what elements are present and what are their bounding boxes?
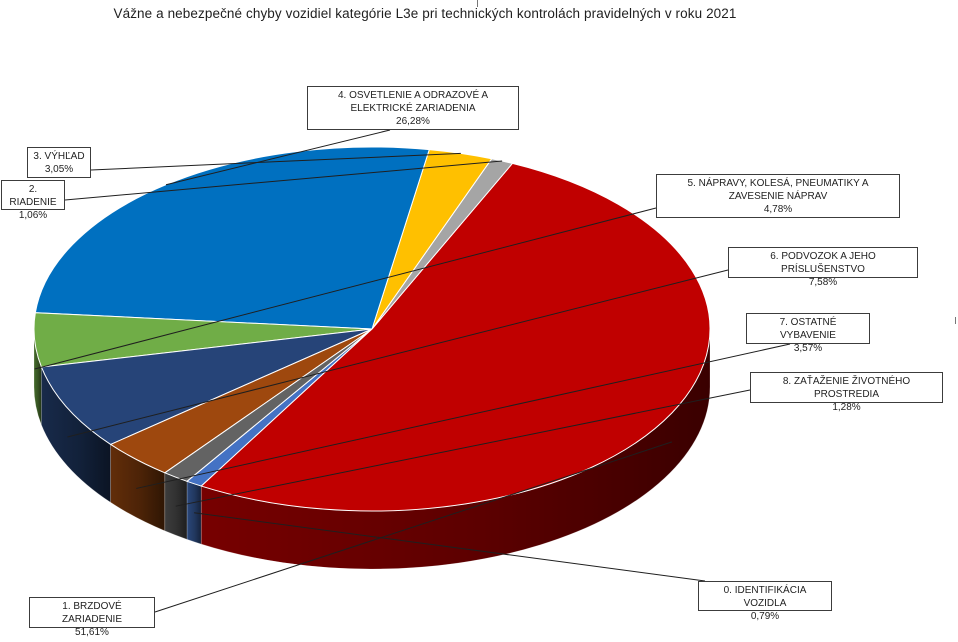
chart-title: Vážne a nebezpečné chyby vozidiel kategó…	[113, 6, 737, 21]
edge-tick	[477, 0, 478, 7]
leader-line-7-ostatne-vybavenie	[136, 343, 791, 489]
leader-line-5-napravy-kolesa-pneumatiky-a-zavesenie-naprav	[34, 207, 657, 370]
callout-osvetlenie: 4. OSVETLENIE A ODRAZOVÉ A ELEKTRICKÉ ZA…	[307, 86, 519, 130]
slice-value: 0,79%	[750, 611, 780, 622]
slice-value: 3,57%	[793, 343, 823, 354]
leader-line-4-osvetlenie-a-odrazove-a-elektricke-zariadenia	[165, 129, 391, 186]
leader-line-1-brzdove-zariadenie	[154, 441, 673, 613]
leader-line-2-riadenie	[64, 160, 503, 201]
slice-8-zatazenie-zivotneho-prostredia	[163, 328, 373, 482]
leader-line-3-vyhlad	[90, 152, 461, 171]
slice-value: 4,78%	[763, 204, 793, 215]
callout-zatazenie: 8. ZAŤAŽENIE ŽIVOTNÉHO PROSTREDIA 1,28%	[750, 372, 943, 413]
slice-label: 8. ZAŤAŽENIE ŽIVOTNÉHO PROSTREDIA	[782, 376, 911, 400]
slice-label: 0. IDENTIFIKÁCIA VOZIDLA	[723, 585, 807, 609]
slice-value: 7,58%	[808, 277, 838, 288]
slice-label: 3. VÝHĽAD	[33, 151, 85, 162]
slice-label: 4. OSVETLENIE A ODRAZOVÉ A ELEKTRICKÉ ZA…	[337, 90, 489, 114]
slice-value: 1,06%	[18, 210, 48, 221]
callout-ostatne-vybavenie: 7. OSTATNÉ VYBAVENIE 3,57%	[746, 313, 870, 354]
callout-vyhlad: 3. VÝHĽAD 3,05%	[27, 147, 91, 178]
slice-label: 1. BRZDOVÉ ZARIADENIE	[61, 601, 122, 625]
leader-line-8-zatazenie-zivotneho-prostredia	[175, 389, 751, 507]
slice-4-osvetlenie-a-odrazove-a-elektricke-zariadenia	[34, 146, 430, 330]
slice-value: 1,28%	[832, 402, 861, 413]
slice-value: 26,28%	[396, 116, 430, 127]
leader-lines	[34, 129, 791, 613]
leader-line-6-podvozok-a-jeho-prislusenstvo	[67, 269, 729, 438]
slice-value: 3,05%	[44, 164, 74, 175]
slice-value: 51,61%	[75, 627, 109, 638]
slice-label: 2. RIADENIE	[9, 184, 57, 208]
callout-riadenie: 2. RIADENIE 1,06%	[1, 180, 65, 221]
slice-label: 6. PODVOZOK A JEHO PRÍSLUŠENSTVO	[770, 251, 876, 275]
callout-napravy: 5. NÁPRAVY, KOLESÁ, PNEUMATIKY A ZAVESEN…	[656, 174, 900, 218]
slice-label: 5. NÁPRAVY, KOLESÁ, PNEUMATIKY A ZAVESEN…	[687, 178, 869, 202]
callout-identifikacia-vozidla: 0. IDENTIFIKÁCIA VOZIDLA 0,79%	[698, 581, 832, 622]
leader-line-0-identifikacia-vozidla	[194, 512, 706, 582]
callout-brzdove-zariadenie: 1. BRZDOVÉ ZARIADENIE 51,61%	[29, 597, 155, 638]
pie-slices	[33, 146, 711, 512]
slice-6-podvozok-a-jeho-prislusenstvo	[40, 328, 373, 445]
slice-label: 7. OSTATNÉ VYBAVENIE	[779, 317, 837, 341]
callout-podvozok: 6. PODVOZOK A JEHO PRÍSLUŠENSTVO 7,58%	[728, 247, 918, 288]
edge-tick	[955, 317, 956, 324]
